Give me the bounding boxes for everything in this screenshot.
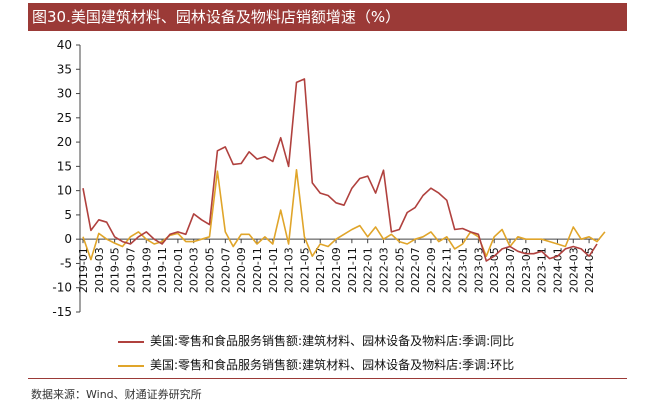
x-tick-label: 2019-11 xyxy=(156,247,169,293)
y-tick-label: 10 xyxy=(57,184,72,198)
series-line-yoy xyxy=(82,78,598,262)
x-tick-label: 2021-05 xyxy=(298,247,311,293)
x-tick-label: 2020-03 xyxy=(188,247,201,293)
x-tick-label: 2022-03 xyxy=(377,247,390,293)
x-tick-label: 2023-05 xyxy=(488,247,501,293)
y-tick-label: -15 xyxy=(52,305,72,319)
chart-title: 图30.美国建筑材料、园林设备及物料店销额增速（%） xyxy=(28,3,627,31)
series-line-mom xyxy=(82,169,606,261)
x-tick-label: 2022-05 xyxy=(393,247,406,293)
x-tick-label: 2019-01 xyxy=(77,247,90,293)
x-tick-label: 2021-11 xyxy=(346,247,359,293)
y-tick-label: 25 xyxy=(57,111,72,125)
x-tick-label: 2021-07 xyxy=(314,247,327,293)
legend-item-mom: 美国:零售和食品服务销售额:建筑材料、园林设备及物料店:季调:环比 xyxy=(118,356,514,373)
x-tick-label: 2024-05 xyxy=(583,247,596,293)
y-tick-label: -5 xyxy=(60,256,72,270)
y-tick-label: -10 xyxy=(52,281,72,295)
x-tick-label: 2024-01 xyxy=(551,247,564,293)
y-tick-label: 5 xyxy=(64,208,72,222)
x-tick-label: 2019-09 xyxy=(140,247,153,293)
y-tick-label: 20 xyxy=(57,135,72,149)
x-tick-label: 2023-09 xyxy=(520,247,533,293)
x-tick-label: 2023-03 xyxy=(472,247,485,293)
y-tick-label: 35 xyxy=(57,62,72,76)
x-tick-label: 2021-01 xyxy=(267,247,280,293)
y-tick-label: 40 xyxy=(57,38,72,52)
x-tick-label: 2022-01 xyxy=(362,247,375,293)
footer-divider xyxy=(28,378,627,379)
x-tick-label: 2022-11 xyxy=(441,247,454,293)
x-tick-label: 2020-01 xyxy=(172,247,185,293)
legend-label-mom: 美国:零售和食品服务销售额:建筑材料、园林设备及物料店:季调:环比 xyxy=(150,358,515,372)
x-tick-label: 2022-07 xyxy=(409,247,422,293)
x-tick-label: 2019-03 xyxy=(93,247,106,293)
x-tick-label: 2020-05 xyxy=(204,247,217,293)
x-tick-label: 2019-05 xyxy=(109,247,122,293)
x-tick-label: 2020-07 xyxy=(219,247,232,293)
x-tick-label: 2023-07 xyxy=(504,247,517,293)
x-tick-label: 2024-03 xyxy=(567,247,580,293)
x-tick-label: 2023-11 xyxy=(536,247,549,293)
source-note: 数据来源：Wind、财通证券研究所 xyxy=(31,388,202,401)
x-tick-label: 2020-11 xyxy=(251,247,264,293)
y-tick-label: 15 xyxy=(57,159,72,173)
legend-label-yoy: 美国:零售和食品服务销售额:建筑材料、园林设备及物料店:季调:同比 xyxy=(150,334,515,348)
x-tick-label: 2020-09 xyxy=(235,247,248,293)
x-tick-label: 2021-09 xyxy=(330,247,343,293)
legend-swatch-yoy xyxy=(118,340,144,343)
x-tick-label: 2022-09 xyxy=(425,247,438,293)
legend-swatch-mom xyxy=(118,364,144,367)
y-tick-label: 0 xyxy=(64,232,72,246)
x-tick-label: 2019-07 xyxy=(124,247,137,293)
y-tick-label: 30 xyxy=(57,87,72,101)
legend-item-yoy: 美国:零售和食品服务销售额:建筑材料、园林设备及物料店:季调:同比 xyxy=(118,332,514,349)
x-tick-label: 2021-03 xyxy=(283,247,296,293)
x-tick-label: 2023-01 xyxy=(457,247,470,293)
chart-series xyxy=(82,78,606,262)
